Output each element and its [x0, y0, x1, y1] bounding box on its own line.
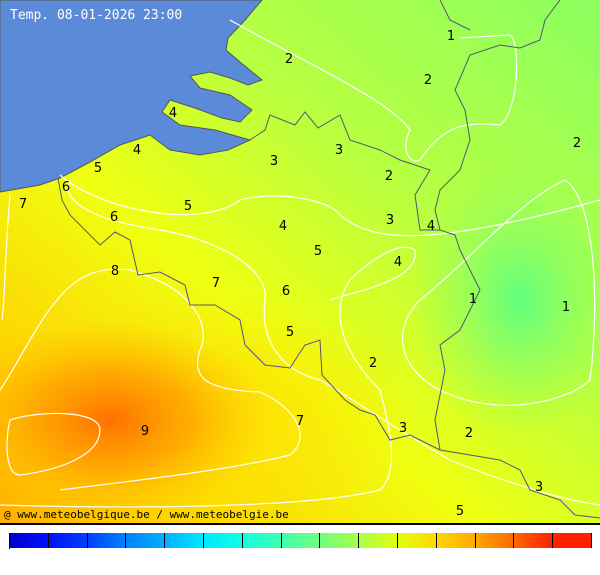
contour-label: 5: [286, 325, 294, 340]
contour-label: 3: [270, 154, 278, 169]
legend-swatch: [48, 533, 88, 548]
legend-swatch: [242, 533, 282, 548]
legend-swatch: [397, 533, 437, 548]
contour-label: 6: [62, 180, 70, 195]
sea: [0, 0, 264, 193]
legend-swatch: [359, 533, 398, 548]
contour-label: 9: [141, 424, 149, 439]
contour-label: 4: [279, 219, 287, 234]
contour-label: 3: [386, 213, 394, 228]
isolines: [0, 19, 600, 508]
temperature-map: 1 2 2 2 4 4 5 3 3 2 6 7 6 5 3 4 4 5 4 8 7 6 1 1 5 2 9 7 3 2 3 5: [0, 0, 600, 525]
contour-label: 1: [469, 292, 477, 307]
country-borders: [57, 0, 600, 519]
contour-label: 6: [282, 284, 290, 299]
contour-label: 1: [447, 29, 455, 44]
hot-zone: [0, 320, 270, 520]
contour-label: 3: [535, 480, 543, 495]
contour-label: 3: [335, 143, 343, 158]
contour-label: 8: [111, 264, 119, 279]
contour-label: 5: [456, 504, 464, 519]
contour-label: 7: [296, 414, 304, 429]
contour-label: 2: [285, 52, 293, 67]
legend-swatch: [514, 533, 554, 548]
contour-label: 1: [562, 300, 570, 315]
legend-swatch: [165, 533, 204, 548]
color-legend: [9, 533, 592, 549]
legend-swatch: [320, 533, 360, 548]
contour-label: 2: [573, 136, 581, 151]
contour-labels: 1 2 2 2 4 4 5 3 3 2 6 7 6 5 3 4 4 5 4 8 7 6 1 1 5 2 9 7 3 2 3 5: [19, 29, 581, 519]
legend-swatch: [281, 533, 321, 548]
contour-label: 4: [427, 219, 435, 234]
legend-swatch: [553, 533, 592, 548]
legend-swatch: [475, 533, 515, 548]
contour-label: 7: [19, 197, 27, 212]
contour-label: 4: [169, 106, 177, 121]
legend-swatch: [126, 533, 166, 548]
legend-swatch: [87, 533, 127, 548]
contour-label: 5: [94, 161, 102, 176]
credit-text: @ www.meteobelgique.be / www.meteobelgie…: [4, 508, 289, 521]
map-title: Temp. 08-01-2026 23:00: [10, 8, 183, 23]
map-border: [0, 523, 600, 525]
contour-label: 6: [110, 210, 118, 225]
legend-swatch: [203, 533, 243, 548]
legend-swatch: [436, 533, 476, 548]
contour-label: 2: [385, 169, 393, 184]
contour-label: 3: [399, 421, 407, 436]
cool-zone: [410, 160, 600, 440]
contour-label: 5: [314, 244, 322, 259]
contour-label: 4: [394, 255, 402, 270]
contour-label: 2: [369, 356, 377, 371]
contour-label: 2: [424, 73, 432, 88]
legend-swatch: [10, 533, 49, 548]
contour-label: 2: [465, 426, 473, 441]
contour-label: 7: [212, 276, 220, 291]
contour-label: 5: [184, 199, 192, 214]
contour-label: 4: [133, 143, 141, 158]
